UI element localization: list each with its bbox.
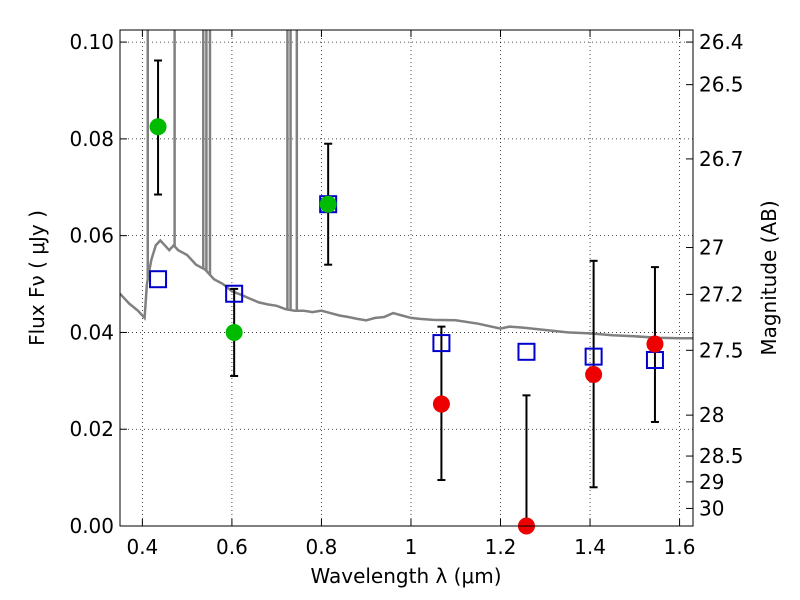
y-tick-label: 0.02 [69, 417, 114, 441]
observed-flux-point [432, 395, 450, 413]
right-tick-label: 30 [699, 496, 724, 520]
x-axis-label: Wavelength λ (μm) [310, 564, 501, 588]
right-tick-label: 26.7 [699, 147, 744, 171]
x-axis: 0.4 0.6 0.8 1 1.2 1.4 1.6 [126, 30, 695, 559]
right-tick-label: 28 [699, 403, 724, 427]
data-markers [149, 118, 664, 535]
x-tick-label: 1.2 [485, 535, 517, 559]
observed-flux-point [225, 323, 243, 341]
right-tick-label: 26.5 [699, 73, 744, 97]
observed-flux-point [319, 195, 337, 213]
right-tick-label: 27.2 [699, 282, 744, 306]
grid [120, 30, 693, 527]
observed-flux-point [646, 335, 664, 353]
x-tick-label: 0.6 [216, 535, 248, 559]
y-tick-label: 0.00 [69, 514, 114, 538]
x-tick-label: 0.8 [306, 535, 338, 559]
y-tick-label: 0.06 [69, 224, 114, 248]
right-axis-label: Magnitude (AB) [757, 200, 781, 355]
y-tick-label: 0.08 [69, 127, 114, 151]
error-bars [154, 59, 659, 527]
model-photometry-square [517, 342, 536, 361]
right-tick-label: 27.5 [699, 338, 744, 362]
x-tick-label: 1 [405, 535, 418, 559]
model-spectrum [120, 30, 693, 340]
x-tick-label: 1.4 [574, 535, 606, 559]
observed-flux-point [585, 366, 603, 384]
y-axis-label: Flux Fν ( μJy ) [25, 210, 49, 346]
model-photometry-square [584, 347, 603, 366]
spectrum-line [120, 238, 693, 340]
right-tick-label: 27 [699, 236, 724, 260]
right-tick-label: 29 [699, 470, 724, 494]
y-axis: 0.00 0.02 0.04 0.06 0.08 0.10 [69, 30, 127, 538]
model-photometry-square [432, 334, 451, 353]
y-tick-label: 0.04 [69, 320, 114, 344]
right-tick-label: 26.4 [699, 30, 744, 54]
y-tick-label: 0.10 [69, 30, 114, 54]
observed-flux-point [149, 118, 167, 136]
plot-frame [119, 29, 694, 527]
x-tick-label: 1.6 [664, 535, 696, 559]
model-photometry-square [149, 270, 168, 289]
right-tick-label: 28.5 [699, 444, 744, 468]
model-photometry-square [225, 284, 244, 303]
x-tick-label: 0.4 [126, 535, 158, 559]
